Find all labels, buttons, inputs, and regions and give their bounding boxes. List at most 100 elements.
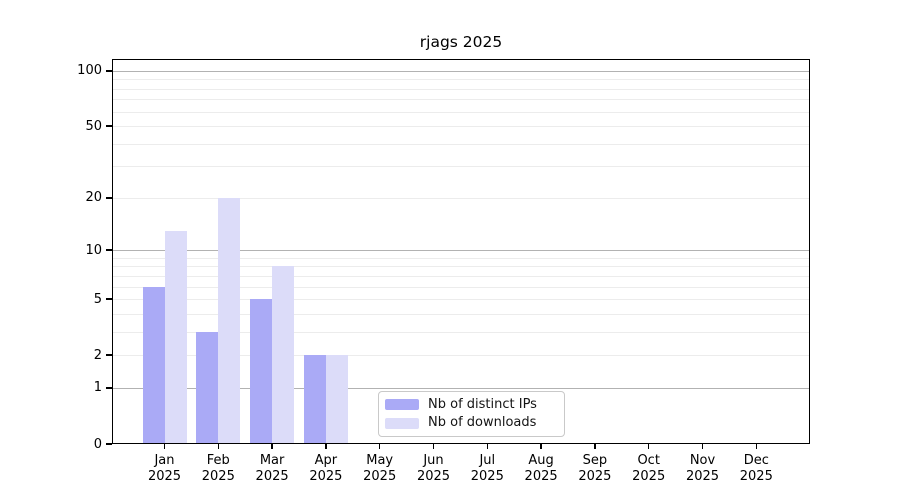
- gridline-major: [112, 250, 810, 252]
- x-tick-year: 2025: [470, 468, 504, 484]
- y-axis-tick-label: 1: [93, 380, 102, 396]
- y-axis-tick-mark: [106, 249, 112, 251]
- gridline-minor: [112, 313, 810, 315]
- x-tick-year: 2025: [255, 468, 289, 484]
- y-axis-tick-label: 50: [85, 118, 102, 134]
- gridline-minor: [112, 331, 810, 333]
- x-tick-month: Dec: [743, 453, 769, 468]
- x-tick-year: 2025: [309, 468, 343, 484]
- x-axis-tick-mark: [432, 444, 435, 449]
- chart-title: rjags 2025: [419, 33, 503, 51]
- x-tick-month: Apr: [314, 453, 338, 468]
- x-tick-month: Feb: [206, 453, 230, 468]
- x-tick-year: 2025: [416, 468, 451, 484]
- x-axis-tick-label: Jul 2025: [454, 453, 520, 484]
- y-axis-tick-mark: [106, 125, 112, 127]
- y-axis-tick-label: 100: [77, 63, 102, 79]
- x-axis-tick-mark: [378, 444, 381, 449]
- legend-label-distinct-ips: Nb of distinct IPs: [428, 396, 537, 412]
- x-tick-month: Aug: [528, 453, 554, 468]
- x-axis-tick-label: Feb 2025: [185, 453, 251, 484]
- legend-swatch-downloads: [385, 417, 419, 429]
- x-axis-tick-mark: [271, 444, 273, 449]
- y-axis-tick-label: 20: [85, 190, 102, 206]
- gridline-minor: [112, 126, 810, 128]
- x-tick-year: 2025: [632, 468, 666, 484]
- x-axis-tick-label: Nov 2025: [670, 453, 736, 484]
- x-axis-tick-mark: [594, 444, 596, 449]
- x-axis-tick-label: Dec 2025: [723, 453, 789, 484]
- gridline-major: [112, 387, 810, 389]
- y-axis-tick-label: 0: [93, 436, 102, 452]
- y-axis-tick-mark: [106, 443, 112, 445]
- gridline-minor: [112, 143, 810, 145]
- x-tick-year: 2025: [201, 468, 235, 484]
- x-tick-year: 2025: [524, 468, 558, 484]
- x-axis-tick-label: May 2025: [347, 453, 413, 484]
- gridline-minor: [112, 166, 810, 168]
- y-axis-tick-mark: [106, 70, 112, 72]
- x-axis-tick-label: Aug 2025: [508, 453, 574, 484]
- x-axis-tick-mark: [701, 444, 704, 449]
- legend: Nb of distinct IPs Nb of downloads: [378, 391, 565, 437]
- gridline-minor: [112, 286, 810, 288]
- x-tick-month: Jun: [423, 453, 444, 468]
- legend-item-distinct-ips: Nb of distinct IPs: [385, 396, 558, 414]
- bar-distinct-ips: [303, 355, 326, 444]
- x-tick-month: Mar: [259, 453, 285, 468]
- y-axis-tick-mark: [106, 298, 112, 300]
- x-axis-tick-mark: [540, 444, 542, 449]
- bar-downloads: [218, 197, 241, 444]
- x-axis-tick-label: Mar 2025: [239, 453, 305, 484]
- x-tick-month: Jul: [479, 453, 496, 468]
- y-axis-tick-mark: [106, 197, 112, 199]
- bar-downloads: [272, 266, 295, 444]
- x-tick-year: 2025: [363, 468, 397, 484]
- x-tick-month: Oct: [637, 453, 660, 468]
- y-axis-tick-label: 5: [93, 291, 102, 307]
- x-axis-tick-label: Jun 2025: [401, 453, 467, 484]
- gridline-minor: [112, 355, 810, 357]
- x-axis-tick-label: Sep 2025: [562, 453, 628, 484]
- gridline-minor: [112, 99, 810, 101]
- x-tick-month: Jan: [154, 453, 175, 468]
- gridline-minor: [112, 197, 810, 199]
- x-tick-year: 2025: [147, 468, 182, 484]
- y-axis-tick-mark: [106, 354, 112, 356]
- gridline-minor: [112, 79, 810, 81]
- x-tick-month: Nov: [689, 453, 716, 468]
- y-axis-tick-label: 2: [93, 347, 102, 363]
- bar-distinct-ips: [250, 299, 273, 444]
- legend-item-downloads: Nb of downloads: [385, 414, 558, 432]
- bar-distinct-ips: [196, 331, 219, 444]
- bar-downloads: [325, 355, 348, 444]
- bar-downloads: [164, 230, 187, 444]
- gridline-major: [112, 70, 810, 72]
- gridline-minor: [112, 299, 810, 301]
- y-axis-tick-label: 10: [85, 242, 102, 258]
- x-axis-tick-mark: [755, 444, 758, 449]
- x-tick-month: Sep: [582, 453, 608, 468]
- x-tick-year: 2025: [578, 468, 612, 484]
- y-axis-tick-mark: [106, 387, 112, 389]
- gridline-minor: [112, 88, 810, 90]
- x-tick-year: 2025: [685, 468, 720, 484]
- x-axis-tick-label: Apr 2025: [293, 453, 359, 484]
- x-axis-tick-mark: [486, 444, 489, 449]
- gridline-minor: [112, 257, 810, 259]
- x-axis-tick-label: Jan 2025: [132, 453, 198, 484]
- gridline-minor: [112, 111, 810, 113]
- legend-label-downloads: Nb of downloads: [428, 415, 537, 431]
- x-axis-tick-mark: [647, 444, 650, 449]
- x-axis-tick-mark: [217, 444, 220, 449]
- x-tick-year: 2025: [739, 468, 773, 484]
- x-axis-tick-mark: [325, 444, 327, 449]
- gridline-minor: [112, 275, 810, 277]
- x-axis-tick-mark: [163, 444, 166, 449]
- bar-distinct-ips: [142, 286, 165, 444]
- legend-swatch-distinct-ips: [385, 399, 419, 411]
- x-axis-tick-label: Oct 2025: [616, 453, 682, 484]
- gridline-minor: [112, 266, 810, 268]
- x-tick-month: May: [366, 453, 394, 468]
